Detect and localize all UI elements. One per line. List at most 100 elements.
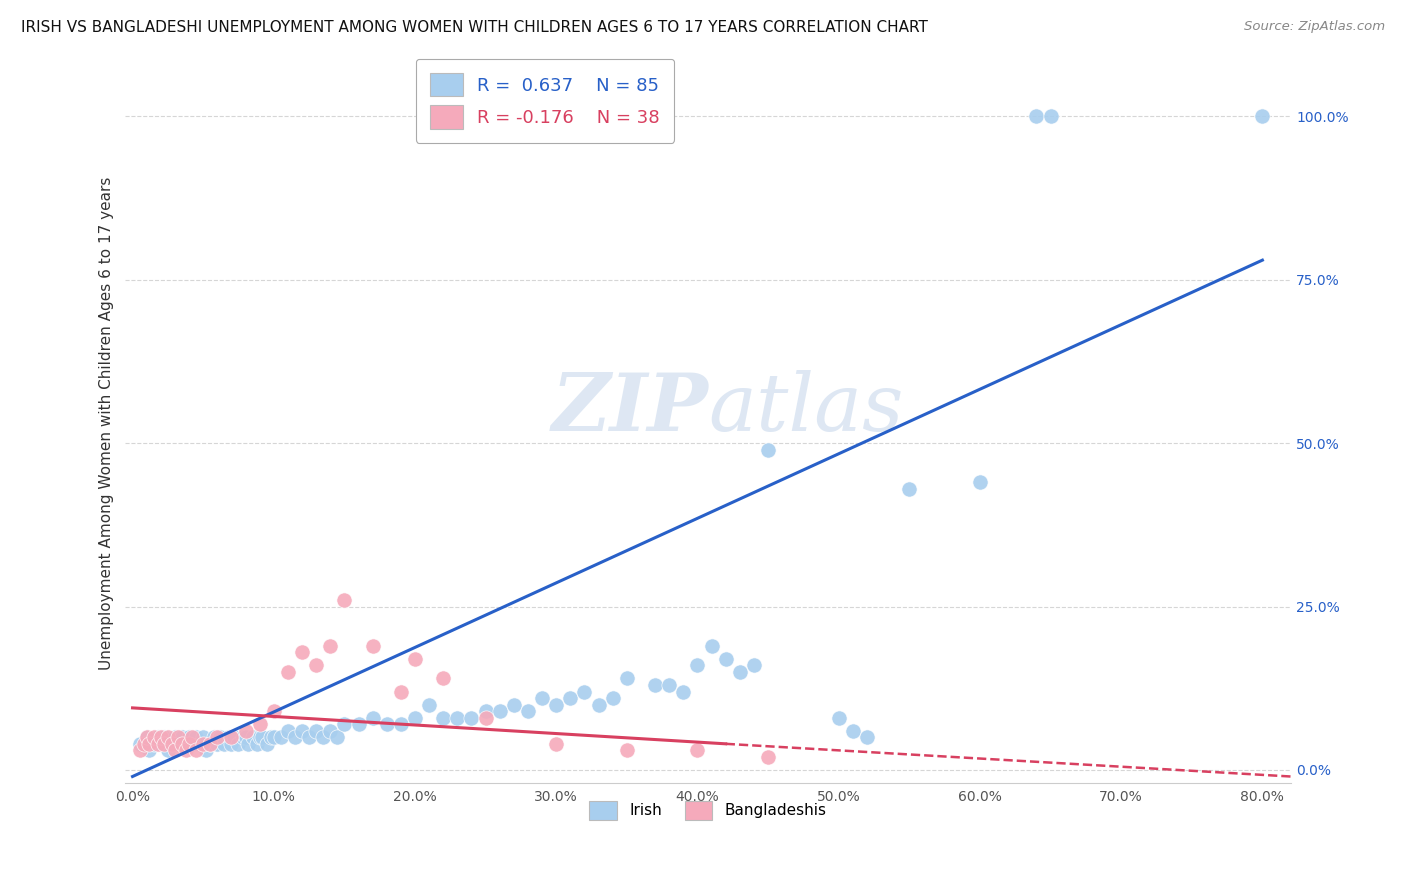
Point (221, 737, 243, 751)
Point (235, 723, 257, 738)
Point (249, 717, 271, 731)
Point (166, 731, 188, 745)
Point (188, 737, 211, 751)
Point (207, 731, 229, 745)
Point (418, 698, 440, 712)
Point (361, 711, 384, 725)
Point (138, 743, 160, 757)
Point (326, 731, 349, 745)
Point (474, 704, 496, 718)
Point (174, 743, 197, 757)
Point (214, 737, 236, 751)
Point (728, 665, 751, 679)
Point (488, 704, 510, 718)
Point (149, 737, 172, 751)
Point (132, 737, 155, 751)
Point (742, 658, 765, 673)
Point (517, 704, 540, 718)
Point (260, 731, 283, 745)
Point (163, 731, 186, 745)
Point (128, 737, 150, 751)
Point (560, 691, 582, 706)
Point (191, 731, 214, 745)
Point (146, 737, 169, 751)
Point (333, 593, 356, 607)
Point (672, 684, 695, 698)
Point (404, 711, 426, 725)
Point (756, 750, 779, 764)
Point (446, 711, 468, 725)
Point (221, 731, 243, 745)
Point (263, 704, 285, 718)
Point (135, 731, 157, 745)
Point (574, 684, 596, 698)
Point (238, 737, 260, 751)
Point (347, 717, 370, 731)
Point (270, 731, 292, 745)
Point (200, 737, 222, 751)
Point (194, 743, 217, 757)
Point (319, 639, 342, 653)
Point (242, 731, 264, 745)
Point (263, 731, 285, 745)
Point (389, 684, 412, 698)
Point (502, 698, 524, 712)
Point (644, 678, 666, 692)
Point (616, 672, 638, 686)
Point (658, 678, 681, 692)
Point (969, 475, 991, 490)
Point (602, 691, 624, 706)
Point (180, 731, 202, 745)
Point (432, 672, 454, 686)
Point (546, 698, 568, 712)
Point (1039, 109, 1062, 123)
Text: Source: ZipAtlas.com: Source: ZipAtlas.com (1244, 20, 1385, 33)
Point (152, 731, 174, 745)
Point (232, 731, 254, 745)
Point (305, 658, 328, 673)
Point (856, 731, 879, 745)
Point (249, 731, 271, 745)
Point (319, 723, 342, 738)
Point (246, 737, 269, 751)
Point (160, 737, 183, 751)
Point (128, 743, 150, 757)
Point (842, 723, 865, 738)
Point (277, 665, 299, 679)
Point (156, 731, 179, 745)
Point (163, 743, 186, 757)
Legend: Irish, Bangladeshis: Irish, Bangladeshis (583, 795, 832, 826)
Point (174, 737, 197, 751)
Point (177, 731, 200, 745)
Point (1251, 109, 1274, 123)
Point (291, 645, 314, 659)
Point (204, 731, 226, 745)
Point (218, 731, 240, 745)
Point (616, 743, 638, 757)
Point (474, 711, 496, 725)
Point (152, 737, 174, 751)
Point (177, 737, 200, 751)
Point (149, 731, 172, 745)
Point (277, 723, 299, 738)
Point (170, 731, 193, 745)
Text: ZIP: ZIP (551, 370, 709, 448)
Point (404, 652, 426, 666)
Point (135, 731, 157, 745)
Point (298, 731, 321, 745)
Point (228, 737, 250, 751)
Text: IRISH VS BANGLADESHI UNEMPLOYMENT AMONG WOMEN WITH CHILDREN AGES 6 TO 17 YEARS C: IRISH VS BANGLADESHI UNEMPLOYMENT AMONG … (21, 20, 928, 35)
Point (284, 731, 307, 745)
Point (333, 717, 356, 731)
Point (224, 731, 246, 745)
Point (252, 731, 274, 745)
Point (200, 737, 222, 751)
Point (180, 737, 202, 751)
Point (828, 711, 851, 725)
Point (361, 639, 384, 653)
Point (146, 731, 169, 745)
Point (160, 737, 183, 751)
Point (700, 639, 723, 653)
Point (460, 711, 482, 725)
Point (191, 737, 214, 751)
